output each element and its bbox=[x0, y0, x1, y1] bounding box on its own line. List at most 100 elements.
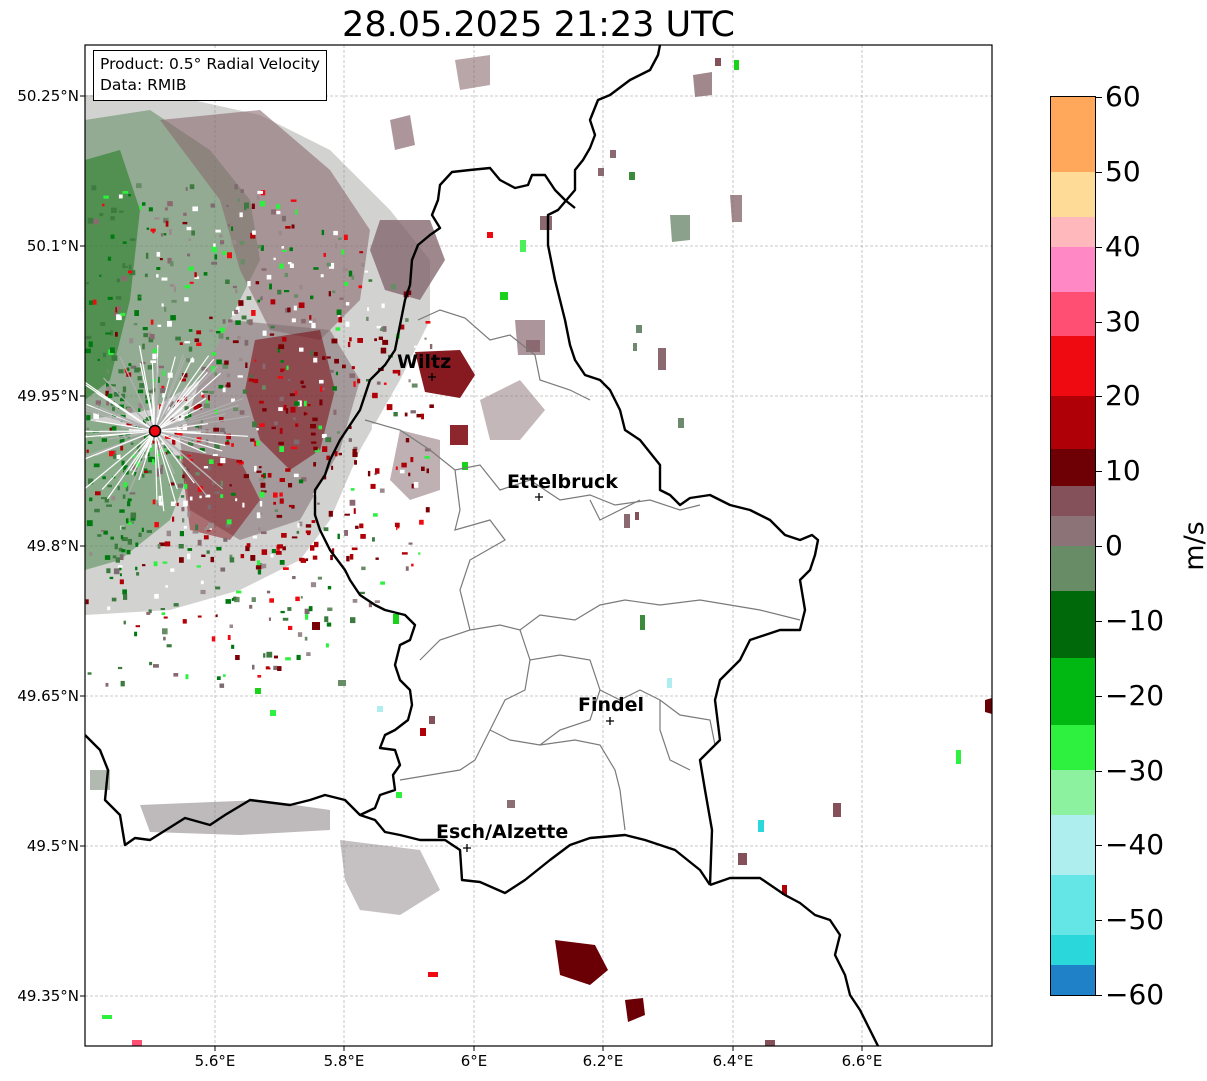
radar-pixel bbox=[110, 384, 116, 387]
radar-pixel bbox=[166, 530, 171, 537]
radar-pixel bbox=[95, 400, 101, 405]
colorbar-segment bbox=[1051, 486, 1095, 516]
radar-pixel bbox=[256, 195, 260, 200]
radar-pixel bbox=[196, 342, 202, 346]
radar-pixel bbox=[130, 365, 137, 369]
radar-pixel bbox=[147, 365, 154, 370]
colorbar-segment bbox=[1051, 590, 1095, 659]
colorbar-tick-label: 20 bbox=[1105, 379, 1141, 413]
radar-pixel bbox=[118, 547, 123, 552]
radar-pixel bbox=[237, 198, 240, 202]
radar-pixel bbox=[161, 277, 168, 281]
radar-pixel bbox=[115, 557, 120, 563]
lat-tick-label: 49.95°N bbox=[17, 387, 79, 405]
radar-pixel bbox=[360, 534, 366, 539]
radar-pixel bbox=[227, 252, 232, 259]
radar-pixel bbox=[91, 185, 97, 191]
radar-pixel bbox=[226, 519, 232, 525]
radar-pixel bbox=[231, 226, 234, 231]
radar-pixel bbox=[137, 389, 144, 394]
radar-pixel bbox=[105, 332, 111, 335]
radar-pixel bbox=[231, 597, 234, 601]
radar-pixel bbox=[314, 448, 320, 453]
radar-pixel bbox=[259, 423, 265, 427]
radar-pixel bbox=[160, 608, 165, 611]
radar-pixel bbox=[89, 497, 93, 502]
radar-pixel bbox=[333, 230, 338, 236]
radar-pixel bbox=[321, 229, 325, 236]
radar-pixel bbox=[240, 189, 244, 193]
radar-pixel bbox=[421, 413, 424, 420]
radar-pixel bbox=[229, 484, 232, 487]
radar-pixel bbox=[104, 555, 111, 560]
radar-pixel bbox=[238, 300, 244, 306]
radar-pixel bbox=[225, 336, 230, 340]
radar-pixel bbox=[121, 393, 126, 399]
radar-pixel bbox=[103, 530, 108, 535]
radar-pixel bbox=[280, 610, 285, 614]
radar-pixel bbox=[331, 465, 334, 470]
radar-pixel bbox=[344, 530, 348, 536]
radar-pixel bbox=[345, 302, 350, 306]
radar-pixel bbox=[380, 581, 385, 585]
radar-pixel bbox=[110, 536, 114, 540]
radar-pixel bbox=[405, 566, 409, 571]
radar-pixel bbox=[334, 358, 339, 364]
radar-pixel bbox=[224, 360, 229, 365]
radar-pixel bbox=[250, 232, 256, 239]
radar-pixel bbox=[248, 378, 254, 382]
radar-pixel bbox=[412, 543, 416, 549]
radar-pixel bbox=[399, 469, 405, 474]
radar-pixel bbox=[287, 262, 292, 265]
radar-pixel bbox=[216, 546, 222, 551]
radar-pixel bbox=[214, 372, 217, 376]
colorbar-tick-mark bbox=[1096, 321, 1102, 323]
radar-pixel bbox=[113, 311, 117, 317]
colorbar-tick-label: −50 bbox=[1105, 903, 1165, 937]
radar-streak bbox=[154, 406, 203, 432]
radar-pixel bbox=[152, 348, 159, 353]
radar-pixel bbox=[206, 550, 210, 554]
radar-pixel bbox=[353, 446, 358, 451]
radar-pixel bbox=[223, 431, 226, 436]
radar-pixel bbox=[240, 259, 245, 265]
colorbar-segment bbox=[1051, 875, 1095, 935]
radar-pixel bbox=[368, 279, 373, 282]
radar-pixel bbox=[259, 200, 266, 207]
radar-pixel bbox=[126, 367, 130, 372]
colorbar-tick-label: 30 bbox=[1105, 304, 1141, 338]
radar-pixel bbox=[194, 272, 197, 278]
radar-pixel bbox=[169, 228, 172, 235]
radar-pixel bbox=[260, 296, 263, 300]
radar-streak bbox=[154, 430, 158, 500]
radar-pixel bbox=[359, 523, 364, 529]
radar-pixel bbox=[332, 386, 337, 391]
radar-pixel bbox=[367, 470, 371, 477]
radar-pixel bbox=[212, 481, 216, 485]
radar-pixel bbox=[235, 498, 238, 502]
lon-tick-label: 6.4°E bbox=[712, 1052, 754, 1070]
radar-pixel bbox=[167, 201, 173, 207]
radar-pixel bbox=[331, 338, 338, 344]
radar-pixel bbox=[169, 482, 175, 486]
radar-streak bbox=[85, 406, 156, 432]
radar-pixel bbox=[179, 342, 183, 345]
radar-pixel bbox=[113, 454, 119, 459]
radar-pixel bbox=[258, 466, 262, 469]
radar-pixel bbox=[279, 428, 283, 434]
radar-pixel bbox=[395, 466, 398, 470]
radar-pixel bbox=[244, 339, 249, 346]
radar-pixel bbox=[256, 470, 262, 473]
radar-pixel bbox=[182, 373, 188, 378]
radar-pixel bbox=[235, 320, 241, 325]
radar-pixel bbox=[294, 294, 299, 298]
radar-pixel bbox=[150, 446, 153, 452]
radar-pixel bbox=[201, 554, 206, 557]
radar-pixel bbox=[172, 516, 175, 522]
radar-pixel bbox=[211, 366, 216, 373]
radar-pixel bbox=[152, 230, 155, 234]
radar-pixel bbox=[196, 330, 202, 335]
radar-pixel bbox=[103, 195, 109, 199]
radar-pixel bbox=[256, 560, 261, 566]
colorbar-segment bbox=[1051, 545, 1095, 591]
